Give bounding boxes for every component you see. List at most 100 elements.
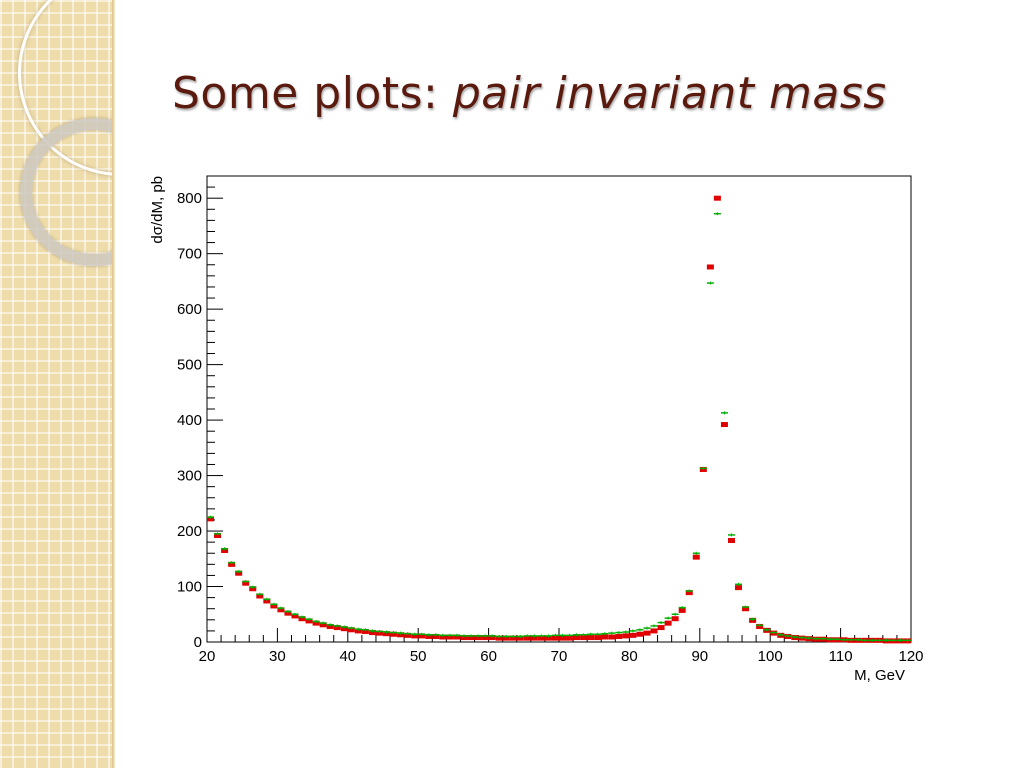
data-point — [277, 607, 285, 613]
data-point — [580, 635, 588, 641]
data-point — [439, 634, 447, 640]
x-tick-label: 100 — [758, 648, 783, 665]
data-point — [228, 561, 236, 567]
y-tick-label: 800 — [177, 190, 202, 207]
data-point — [221, 547, 229, 553]
data-point — [242, 580, 250, 586]
y-tick-label: 600 — [177, 301, 202, 318]
data-point — [523, 635, 531, 641]
series-layer — [207, 195, 911, 644]
data-point — [509, 635, 517, 641]
data-point — [727, 537, 735, 543]
data-point — [284, 610, 292, 616]
data-point — [453, 634, 461, 640]
data-point — [488, 635, 496, 641]
data-point — [397, 632, 405, 638]
data-point — [530, 635, 538, 641]
y-tick-label: 500 — [177, 357, 202, 374]
data-point — [418, 633, 426, 639]
x-axis: 20 30 40 50 60 70 80 90 100 110 120 — [199, 628, 924, 665]
data-point — [657, 625, 665, 631]
slide-title: Some plots: pair invariant mass — [172, 68, 887, 119]
data-point — [291, 613, 299, 619]
y-tick-label: 100 — [177, 579, 202, 596]
data-point — [502, 635, 510, 641]
data-point — [678, 607, 686, 613]
x-tick-label: 50 — [410, 648, 427, 665]
data-point — [256, 593, 264, 599]
data-point — [481, 635, 489, 641]
data-point — [516, 635, 524, 641]
data-point — [720, 422, 728, 428]
data-point — [622, 633, 630, 639]
data-point — [537, 635, 545, 641]
data-point — [361, 628, 369, 634]
y-tick-label: 400 — [177, 412, 202, 429]
data-point — [383, 631, 391, 637]
data-point — [235, 570, 243, 576]
data-point — [685, 590, 693, 596]
side-panel-edge — [112, 0, 115, 768]
x-tick-label: 30 — [269, 648, 286, 665]
data-point — [446, 634, 454, 640]
data-point — [214, 532, 222, 538]
y-axis: 0 100 200 300 400 500 600 700 800 — [177, 175, 223, 651]
data-point — [375, 630, 383, 636]
x-tick-label: 70 — [551, 648, 568, 665]
data-point — [495, 635, 503, 641]
data-point — [664, 620, 672, 626]
data-point — [650, 628, 658, 634]
y-tick-label: 300 — [177, 468, 202, 485]
data-point — [326, 623, 334, 629]
data-point — [425, 633, 433, 639]
data-point — [735, 585, 743, 591]
data-point — [368, 630, 376, 636]
data-point — [432, 633, 440, 639]
slide-title-main: Some plots: — [172, 68, 453, 119]
data-point — [474, 635, 482, 641]
data-point — [594, 635, 602, 641]
data-point — [298, 616, 306, 622]
data-point — [460, 635, 468, 641]
data-point — [249, 586, 257, 592]
x-tick-label: 20 — [199, 648, 216, 665]
y-tick-label: 200 — [177, 523, 202, 540]
x-tick-label: 90 — [691, 648, 708, 665]
data-point — [615, 633, 623, 639]
data-point — [706, 264, 714, 270]
data-point — [319, 622, 327, 628]
data-point — [636, 631, 644, 637]
data-point — [671, 616, 679, 622]
x-tick-label: 80 — [621, 648, 638, 665]
data-point — [601, 634, 609, 640]
decorative-side-panel — [0, 0, 112, 768]
data-point — [411, 633, 419, 639]
data-point — [263, 598, 271, 604]
data-point — [270, 603, 278, 609]
data-point — [713, 195, 721, 201]
data-point — [566, 635, 574, 641]
plot-frame — [206, 175, 912, 643]
data-point — [404, 632, 412, 638]
data-point — [390, 631, 398, 637]
data-point — [347, 627, 355, 633]
data-point — [207, 516, 215, 522]
data-point — [643, 630, 651, 636]
slide-title-italic: pair invariant mass — [452, 68, 887, 119]
data-point — [692, 554, 700, 560]
x-tick-label: 120 — [898, 648, 923, 665]
x-tick-label: 110 — [829, 648, 853, 665]
data-point — [573, 635, 581, 641]
series-2 — [207, 212, 911, 642]
data-point — [559, 635, 567, 641]
x-tick-label: 40 — [339, 648, 356, 665]
y-tick-label: 700 — [177, 246, 202, 263]
data-point — [312, 620, 320, 626]
data-point — [551, 635, 559, 641]
y-axis-label: dσ/dM, pb — [149, 176, 166, 244]
x-axis-label: M, GeV — [854, 667, 905, 684]
data-point — [340, 626, 348, 632]
x-tick-label: 60 — [480, 648, 497, 665]
data-point — [608, 634, 616, 640]
data-point — [587, 635, 595, 641]
